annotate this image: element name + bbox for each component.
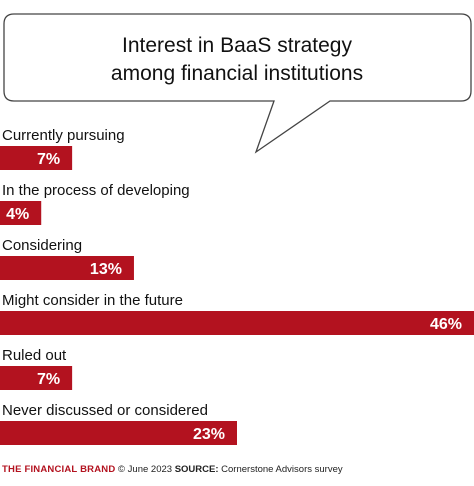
value-label: 23% <box>193 426 225 443</box>
bar <box>0 421 237 445</box>
footer: THE FINANCIAL BRAND © June 2023 SOURCE: … <box>2 464 343 475</box>
category-label: In the process of developing <box>2 182 190 199</box>
category-label: Ruled out <box>2 347 67 364</box>
speech-bubble-outline <box>3 13 472 154</box>
bar <box>0 201 42 225</box>
footer-source-label: SOURCE: <box>174 464 219 475</box>
chart-title-line-2: among financial institutions <box>110 62 364 85</box>
value-label: 13% <box>90 261 122 278</box>
category-label: Considering <box>2 237 82 254</box>
bar <box>0 366 73 390</box>
chart-title-line-1: Interest in BaaS strategy <box>122 34 352 57</box>
value-label: 7% <box>37 371 60 388</box>
footer-brand: THE FINANCIAL BRAND <box>2 464 116 475</box>
value-label: 4% <box>6 206 29 223</box>
category-label: Never discussed or considered <box>2 402 208 419</box>
bar <box>0 311 474 335</box>
category-label: Currently pursuing <box>2 127 125 144</box>
value-label: 46% <box>430 316 462 333</box>
value-label: 7% <box>37 151 60 168</box>
footer-source-text: Cornerstone Advisors survey <box>221 464 343 475</box>
footer-date: © June 2023 <box>118 464 173 475</box>
bar <box>0 256 134 280</box>
bar <box>0 146 73 170</box>
category-label: Might consider in the future <box>2 292 183 309</box>
title-speech-bubble <box>3 13 472 154</box>
